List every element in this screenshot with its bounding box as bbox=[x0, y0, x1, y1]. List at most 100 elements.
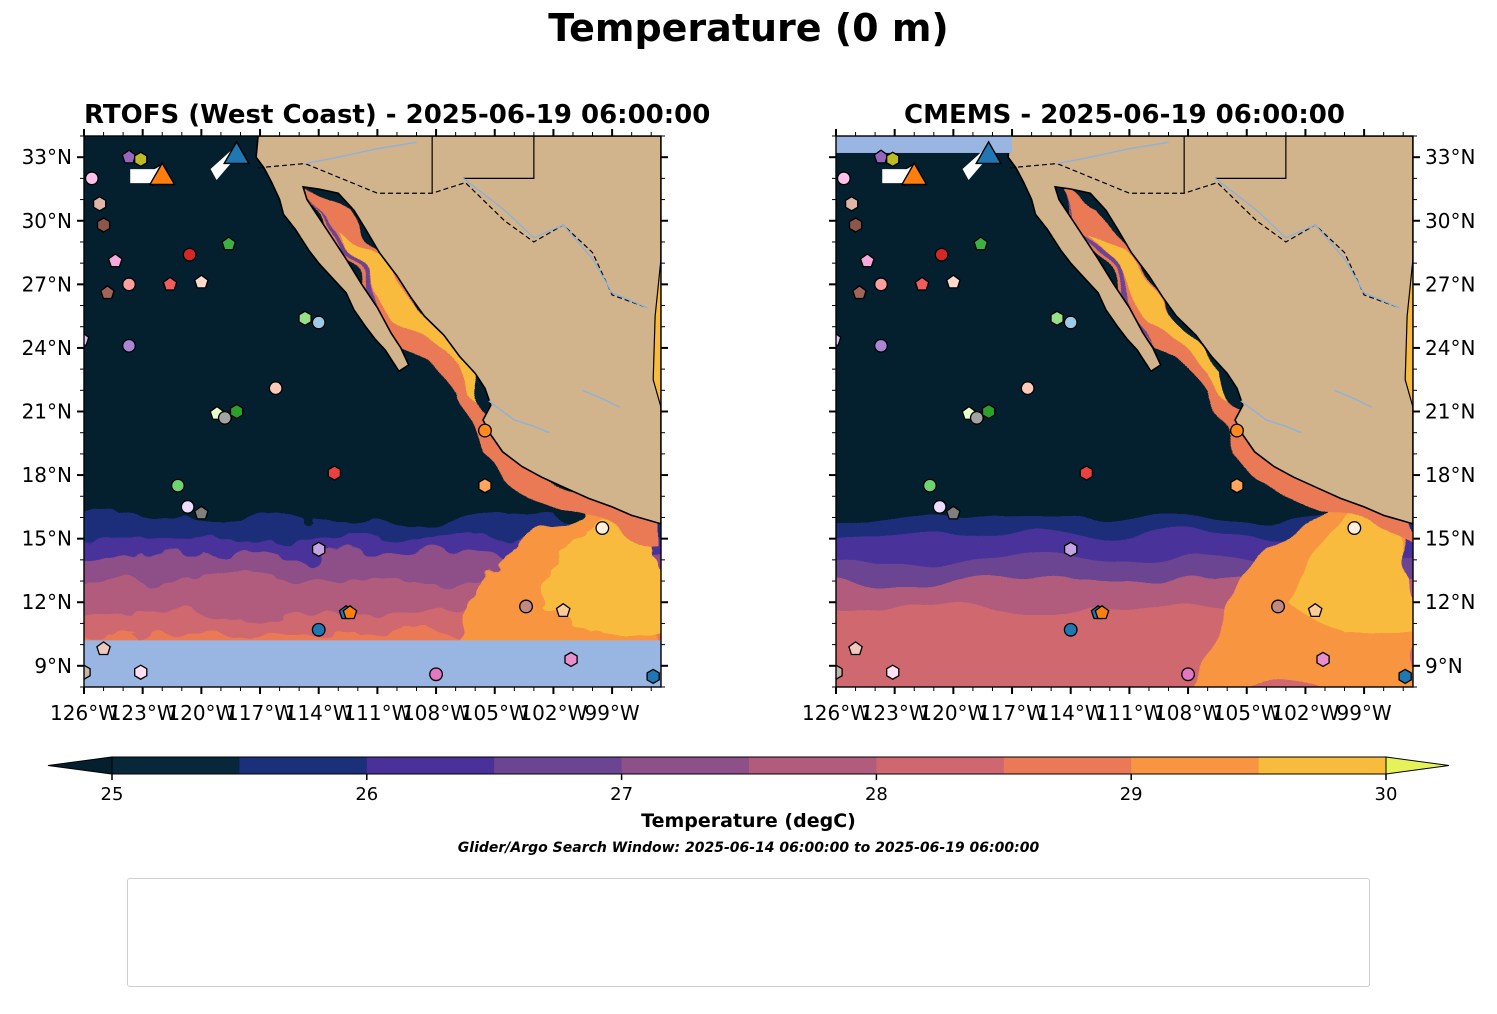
y-tick-label: 33°N bbox=[1425, 145, 1475, 169]
y-tick-label: 27°N bbox=[1425, 272, 1475, 296]
float-marker bbox=[92, 196, 107, 212]
legend-box bbox=[127, 878, 1370, 987]
colorbar-segment bbox=[366, 757, 495, 774]
glider-marker bbox=[900, 161, 928, 186]
search-window-caption: Glider/Argo Search Window: 2025-06-14 06… bbox=[457, 840, 1040, 856]
x-tick-label: 105°W bbox=[1213, 701, 1281, 725]
float-marker bbox=[478, 477, 492, 494]
state-line bbox=[1215, 136, 1287, 179]
x-tick-label: 114°W bbox=[1037, 701, 1105, 725]
marker-layer bbox=[836, 140, 1412, 685]
cmems-map-panel: 126°W123°W120°W117°W114°W111°W108°W105°W… bbox=[802, 129, 1475, 725]
float-marker bbox=[193, 505, 209, 520]
figure-title: Temperature (0 m) bbox=[548, 6, 949, 50]
float-marker bbox=[836, 333, 842, 346]
x-tick-label: 99°W bbox=[584, 701, 639, 725]
float-marker bbox=[595, 521, 610, 536]
y-tick-label: 9°N bbox=[1425, 654, 1463, 678]
cmems-panel-title: CMEMS - 2025-06-19 06:00:00 bbox=[904, 100, 1345, 130]
float-marker bbox=[945, 505, 961, 520]
x-tick-label: 99°W bbox=[1336, 701, 1391, 725]
float-marker bbox=[932, 499, 947, 514]
no-data-band-south bbox=[84, 640, 661, 687]
float-marker bbox=[981, 403, 996, 420]
y-tick-label: 30°N bbox=[1425, 209, 1475, 233]
coastal-warm-strip bbox=[1055, 186, 1413, 543]
float-marker bbox=[836, 171, 851, 186]
float-marker bbox=[914, 276, 930, 291]
float-marker bbox=[1316, 651, 1330, 668]
x-tick-label: 114°W bbox=[285, 701, 353, 725]
colorbar-tick-label: 27 bbox=[610, 784, 633, 805]
float-marker bbox=[84, 333, 90, 346]
coastal-hot-strip bbox=[1090, 231, 1234, 401]
float-marker bbox=[298, 310, 312, 327]
float-marker bbox=[1063, 541, 1078, 558]
gulf-of-mexico-sliver bbox=[652, 258, 661, 408]
colorbar-segment bbox=[621, 757, 750, 774]
colorbar-segment bbox=[1258, 757, 1387, 774]
float-marker bbox=[969, 410, 984, 425]
marker-layer bbox=[84, 140, 660, 685]
x-tick-label: 126°W bbox=[802, 701, 870, 725]
no-data-band-north bbox=[836, 136, 1013, 153]
colorbar-tick-label: 28 bbox=[865, 784, 888, 805]
float-marker bbox=[122, 277, 136, 292]
colorbar-tick-label: 25 bbox=[101, 784, 124, 805]
float-marker bbox=[922, 478, 937, 493]
x-tick-label: 102°W bbox=[519, 701, 587, 725]
float-marker bbox=[1398, 668, 1412, 685]
float-marker bbox=[122, 338, 136, 353]
float-marker bbox=[1230, 423, 1244, 438]
float-marker bbox=[1271, 599, 1285, 614]
float-marker bbox=[182, 247, 197, 262]
float-marker bbox=[1050, 310, 1064, 327]
float-marker bbox=[934, 247, 949, 262]
float-marker bbox=[429, 667, 444, 682]
rtofs-map-panel: 126°W123°W120°W117°W114°W111°W108°W105°W… bbox=[22, 129, 668, 725]
float-marker bbox=[100, 284, 115, 300]
float-marker bbox=[886, 664, 900, 680]
y-tick-label: 30°N bbox=[22, 209, 72, 233]
glider-marker bbox=[148, 161, 176, 186]
float-marker bbox=[217, 410, 232, 425]
float-marker bbox=[84, 171, 99, 186]
sst-hot-region bbox=[1285, 513, 1413, 635]
river bbox=[1056, 141, 1169, 165]
colorbar-segment bbox=[1131, 757, 1260, 774]
y-tick-label: 21°N bbox=[22, 400, 72, 424]
float-marker bbox=[311, 315, 326, 330]
colorbar-tick-label: 30 bbox=[1375, 784, 1398, 805]
y-tick-label: 15°N bbox=[22, 527, 72, 551]
y-tick-label: 24°N bbox=[22, 336, 72, 360]
land-mexico bbox=[255, 136, 661, 525]
x-tick-label: 102°W bbox=[1271, 701, 1339, 725]
float-marker bbox=[564, 651, 578, 668]
float-marker bbox=[311, 622, 326, 637]
country-border bbox=[1010, 162, 1400, 309]
float-marker bbox=[134, 664, 148, 680]
river bbox=[1215, 177, 1400, 309]
colorbar-segment bbox=[494, 757, 623, 774]
country-border bbox=[258, 162, 648, 309]
temperature-colorbar: 25 26 27 28 29 30 bbox=[47, 756, 1450, 805]
float-marker bbox=[848, 641, 863, 656]
float-marker bbox=[874, 277, 888, 292]
land-mexico bbox=[1007, 136, 1413, 525]
float-marker bbox=[478, 423, 492, 438]
colorbar-tick-label: 29 bbox=[1120, 784, 1143, 805]
colorbar-segment bbox=[239, 757, 368, 774]
x-tick-label: 108°W bbox=[402, 701, 470, 725]
y-tick-label: 18°N bbox=[22, 463, 72, 487]
gulf-of-mexico-sliver bbox=[1404, 258, 1413, 408]
float-marker bbox=[268, 381, 283, 396]
float-marker bbox=[84, 664, 91, 680]
colorbar-label: Temperature (degC) bbox=[641, 810, 856, 832]
float-marker bbox=[945, 274, 961, 289]
sst-hot-region bbox=[533, 513, 661, 635]
float-marker bbox=[170, 478, 185, 493]
float-marker bbox=[874, 338, 888, 353]
colorbar-segment bbox=[876, 757, 1005, 774]
y-tick-label: 9°N bbox=[34, 654, 72, 678]
float-marker bbox=[327, 465, 342, 481]
